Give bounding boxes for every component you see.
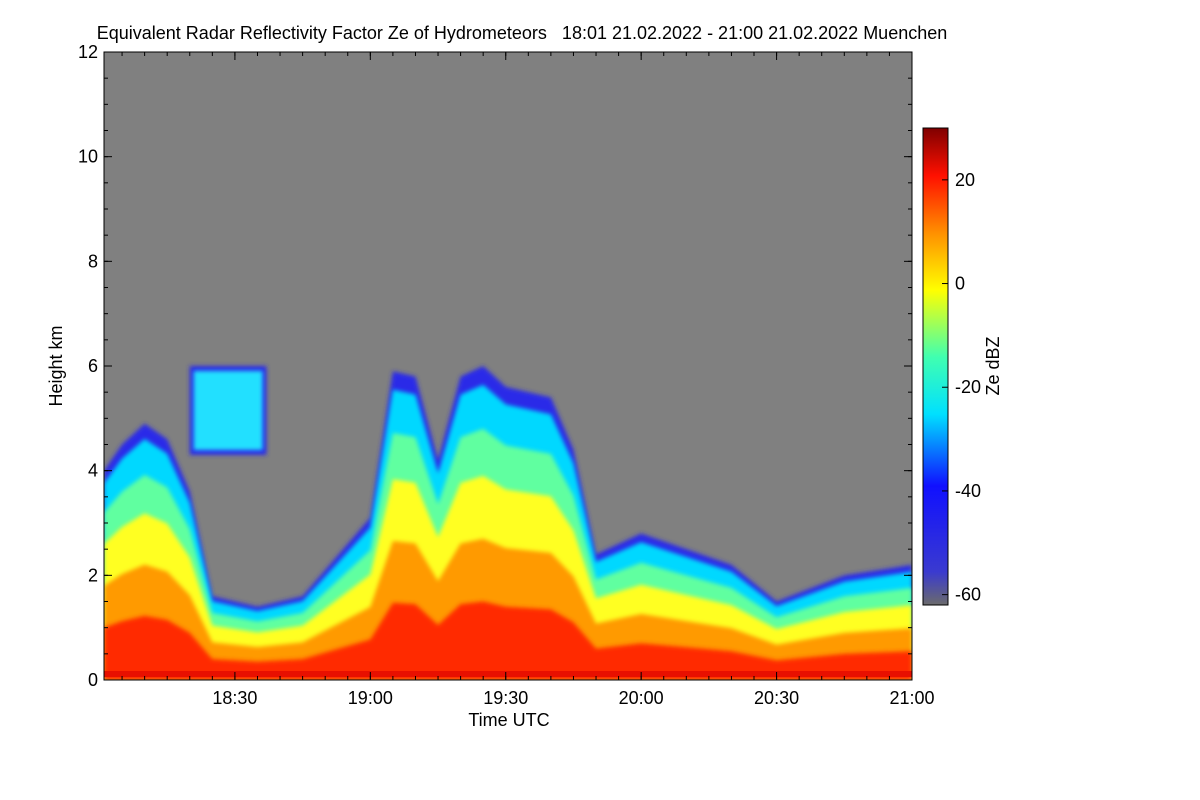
y-tick-label: 12 [78, 42, 98, 62]
x-tick-label: 20:00 [619, 688, 664, 708]
y-tick-label: 10 [78, 147, 98, 167]
colorbar [922, 127, 949, 606]
x-tick-label: 20:30 [754, 688, 799, 708]
colorbar-tick-label: 0 [955, 274, 965, 294]
colorbar-label: Ze dBZ [983, 336, 1003, 395]
echo-band-red [104, 601, 912, 680]
chart-title: Equivalent Radar Reflectivity Factor Ze … [97, 23, 948, 43]
y-axis-label: Height km [46, 325, 66, 406]
y-tick-label: 8 [88, 251, 98, 271]
y-tick-label: 6 [88, 356, 98, 376]
x-axis-label: Time UTC [468, 710, 549, 730]
x-tick-label: 19:00 [348, 688, 393, 708]
surface-clutter-line [104, 671, 912, 677]
y-tick-label: 2 [88, 565, 98, 585]
colorbar-axis: 20 0 -20 -40 -60 [942, 170, 981, 605]
x-tick-label: 21:00 [889, 688, 934, 708]
y-tick-label: 0 [88, 670, 98, 690]
colorbar-tick-label: -40 [955, 481, 981, 501]
y-tick-label: 4 [88, 461, 98, 481]
reflectivity-field [104, 366, 912, 680]
colorbar-tick-label: -60 [955, 585, 981, 605]
x-tick-label: 18:30 [212, 688, 257, 708]
x-tick-label: 19:30 [483, 688, 528, 708]
colorbar-tick-label: -20 [955, 377, 981, 397]
colorbar-tick-label: 20 [955, 170, 975, 190]
x-axis: 18:30 19:00 19:30 20:00 20:30 21:00 [121, 52, 935, 708]
upper-cloud-core [193, 371, 263, 450]
y-axis: 0 2 4 6 8 10 12 [78, 42, 912, 690]
